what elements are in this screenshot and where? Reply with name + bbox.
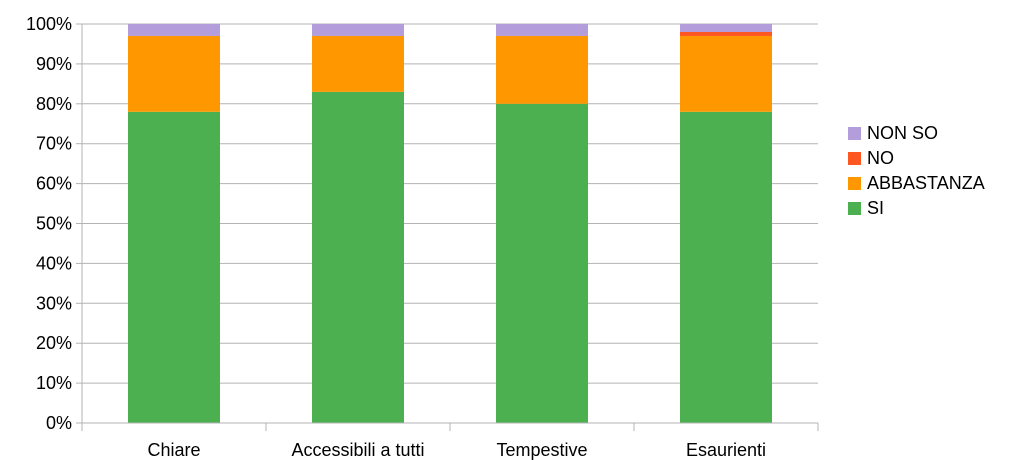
legend: NON SO NO ABBASTANZA SI bbox=[848, 123, 985, 218]
bar-segment-no bbox=[680, 31, 772, 36]
bar-segment-non-so bbox=[312, 24, 404, 36]
bar-series bbox=[128, 24, 772, 424]
legend-swatch bbox=[848, 202, 861, 215]
legend-swatch bbox=[848, 127, 861, 140]
bar-segment-si bbox=[496, 103, 588, 424]
x-category-label: Chiare bbox=[147, 440, 200, 460]
legend-label: ABBASTANZA bbox=[867, 173, 985, 193]
y-tick-label: 70% bbox=[36, 134, 72, 154]
y-tick-label: 20% bbox=[36, 333, 72, 353]
axes bbox=[81, 24, 819, 431]
x-category-label: Accessibili a tutti bbox=[291, 440, 424, 460]
bar-segment-abbastanza bbox=[496, 35, 588, 104]
bar-segment-non-so bbox=[680, 24, 772, 32]
bar-segment-si bbox=[128, 111, 220, 423]
legend-swatch bbox=[848, 177, 861, 190]
y-tick-label: 90% bbox=[36, 54, 72, 74]
bar-segment-si bbox=[312, 91, 404, 423]
legend-label: NO bbox=[867, 148, 894, 168]
y-tick-label: 30% bbox=[36, 293, 72, 313]
x-category-label: Esaurienti bbox=[686, 440, 766, 460]
y-tick-label: 100% bbox=[26, 14, 72, 34]
bar-segment-abbastanza bbox=[128, 35, 220, 112]
y-tick-label: 0% bbox=[46, 413, 72, 433]
bar-segment-si bbox=[680, 111, 772, 423]
legend-swatch bbox=[848, 152, 861, 165]
bar-segment-abbastanza bbox=[680, 35, 772, 112]
y-axis-ticks: 0% 10% 20% 30% 40% 50% 60% 70% 80% 90% 100% bbox=[26, 14, 82, 433]
y-tick-label: 40% bbox=[36, 253, 72, 273]
bar-segment-non-so bbox=[496, 24, 588, 36]
legend-label: NON SO bbox=[867, 123, 938, 143]
y-tick-label: 60% bbox=[36, 174, 72, 194]
y-tick-label: 80% bbox=[36, 94, 72, 114]
x-category-label: Tempestive bbox=[496, 440, 587, 460]
x-axis-categories: Chiare Accessibili a tutti Tempestive Esaur… bbox=[147, 440, 766, 460]
y-tick-label: 50% bbox=[36, 214, 72, 234]
bar-segment-non-so bbox=[128, 24, 220, 36]
y-tick-label: 10% bbox=[36, 373, 72, 393]
bar-segment-abbastanza bbox=[312, 35, 404, 92]
legend-label: SI bbox=[867, 198, 884, 218]
